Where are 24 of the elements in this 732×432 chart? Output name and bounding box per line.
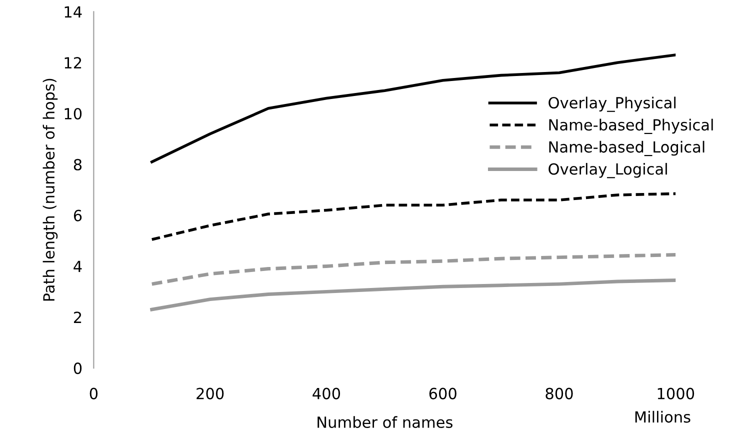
y-tick-label: 6 bbox=[74, 210, 82, 222]
y-tick-label: 10 bbox=[64, 108, 82, 120]
y-tick-label: 14 bbox=[64, 6, 82, 18]
line-series bbox=[150, 253, 676, 286]
y-tick-label: 0 bbox=[74, 362, 82, 374]
x-tick-label: 1000 bbox=[658, 388, 694, 400]
x-tick-label: 200 bbox=[196, 388, 224, 400]
y-tick-label: 4 bbox=[74, 260, 82, 272]
text: Millions bbox=[635, 410, 690, 423]
x-tick-label: 400 bbox=[312, 388, 340, 400]
x-tick-label: 800 bbox=[546, 388, 573, 400]
legend-label: Name-based_Logical bbox=[549, 140, 704, 156]
x-axis-title: Number of names bbox=[318, 416, 452, 428]
x-tick-label: 600 bbox=[429, 388, 456, 400]
line-series bbox=[150, 278, 676, 312]
legend-label: Name-based_Physical bbox=[549, 118, 713, 134]
y-axis-title: Path length (number of hops) bbox=[42, 78, 58, 301]
x-tick-label: 0 bbox=[90, 388, 98, 400]
line-series bbox=[150, 192, 676, 241]
legend-label: Overlay_Physical bbox=[548, 96, 676, 112]
y-tick-label: 12 bbox=[64, 57, 82, 68]
legend-label: Overlay_Logical bbox=[548, 162, 667, 178]
y-tick-label: 2 bbox=[74, 312, 82, 323]
y-tick-label: 8 bbox=[74, 158, 82, 170]
